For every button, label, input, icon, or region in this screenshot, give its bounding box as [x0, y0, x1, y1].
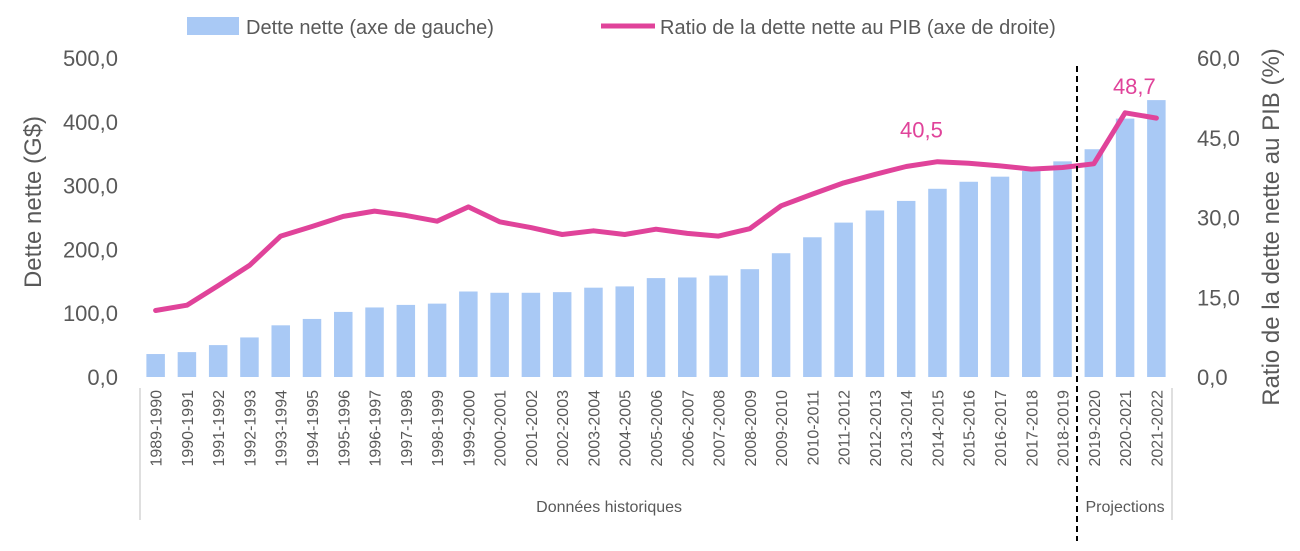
- y-left-tick-label: 200,0: [63, 237, 118, 262]
- x-tick-label: 1993-1994: [274, 390, 291, 467]
- x-tick-label: 2010-2011: [805, 390, 822, 465]
- bar: [396, 304, 416, 377]
- x-tick-label: 1996-1997: [368, 390, 385, 467]
- x-tick-label: 2019-2020: [1087, 390, 1104, 467]
- x-tick-label: 2018-2019: [1056, 390, 1073, 467]
- bar: [1115, 118, 1135, 378]
- x-tick-label: 2011-2012: [837, 390, 854, 465]
- y-right-axis-title: Ratio de la dette nette au PIB (%): [1258, 48, 1285, 406]
- data-label: 48,7: [1113, 74, 1156, 99]
- bar: [1022, 170, 1041, 377]
- bar: [302, 318, 322, 377]
- bar: [865, 210, 885, 377]
- y-left-tick-label: 0,0: [87, 365, 118, 390]
- x-tick-label: 2002-2003: [555, 390, 572, 467]
- y-left-tick-label: 400,0: [63, 110, 118, 135]
- line-series: [153, 110, 1159, 313]
- y-right-tick-label: 15,0: [1197, 285, 1240, 310]
- x-tick-label: 2001-2002: [524, 390, 541, 467]
- x-tick-label: 2005-2006: [649, 390, 666, 467]
- x-tick-label: 2013-2014: [899, 390, 916, 467]
- bar: [521, 292, 541, 377]
- bar: [146, 354, 165, 377]
- x-tick-label: 1990-1991: [180, 390, 197, 467]
- legend: Dette nette (axe de gauche) Ratio de la …: [187, 17, 1056, 39]
- x-tick-label: 2016-2017: [993, 390, 1010, 467]
- data-label: 40,5: [900, 118, 943, 143]
- group-label: Données historiques: [536, 499, 682, 516]
- bar: [803, 237, 822, 377]
- bar: [334, 311, 353, 377]
- bar: [208, 345, 228, 377]
- bar: [959, 181, 978, 377]
- y-left-axis-title: Dette nette (G$): [20, 116, 47, 288]
- y-right-tick-label: 30,0: [1197, 206, 1240, 231]
- y-right-tick-label: 45,0: [1197, 126, 1240, 151]
- x-tick-label: 2003-2004: [586, 390, 603, 467]
- x-tick-label: 2007-2008: [712, 390, 729, 467]
- x-tick-label: 2009-2010: [774, 390, 791, 467]
- bar: [990, 176, 1010, 377]
- x-tick-label: 1998-1999: [430, 390, 447, 467]
- bar: [928, 188, 947, 377]
- y-left-tick-labels: 0,0 100,0 200,0 300,0 400,0 500,0: [63, 46, 118, 390]
- y-right-tick-label: 0,0: [1197, 365, 1228, 390]
- x-tick-label: 2012-2013: [868, 390, 885, 467]
- bar: [177, 352, 197, 377]
- bar: [365, 307, 384, 377]
- x-tick-label: 2006-2007: [680, 390, 697, 467]
- bar: [646, 278, 666, 377]
- x-tick-label: 1999-2000: [461, 390, 478, 467]
- x-tick-labels: 1989-1990 1990-1991 1991-1992 1992-1993 1993…: [149, 390, 1167, 467]
- y-left-tick-label: 100,0: [63, 301, 118, 326]
- bar: [678, 277, 697, 377]
- x-tick-label: 2017-2018: [1024, 390, 1041, 467]
- group-label: Projections: [1086, 499, 1165, 516]
- legend-bar-swatch: [187, 17, 239, 35]
- x-tick-label: 2014-2015: [930, 390, 947, 467]
- y-left-tick-label: 500,0: [63, 46, 118, 71]
- bar: [427, 303, 447, 377]
- bar: [552, 292, 572, 377]
- bar: [709, 275, 728, 377]
- bar: [240, 337, 259, 377]
- bar: [740, 269, 760, 377]
- x-tick-label: 1992-1993: [242, 390, 259, 467]
- annotations: 40,5 48,7: [900, 74, 1156, 143]
- bar: [771, 253, 791, 377]
- x-tick-label: 1995-1996: [336, 390, 353, 467]
- bar: [1084, 149, 1104, 377]
- legend-line-label: Ratio de la dette nette au PIB (axe de d…: [660, 17, 1056, 39]
- y-right-tick-labels: 0,0 15,0 30,0 45,0 60,0: [1197, 46, 1240, 390]
- bar: [459, 291, 478, 377]
- bar: [896, 200, 916, 377]
- bar: [615, 286, 634, 377]
- x-tick-label: 2020-2021: [1118, 390, 1135, 467]
- x-tick-label: 2004-2005: [618, 390, 635, 467]
- y-left-tick-label: 300,0: [63, 174, 118, 199]
- x-tick-label: 2021-2022: [1149, 390, 1166, 467]
- x-tick-label: 1997-1998: [399, 390, 416, 467]
- legend-bar-label: Dette nette (axe de gauche): [246, 17, 494, 39]
- x-tick-label: 1989-1990: [149, 390, 166, 467]
- x-tick-label: 1994-1995: [305, 390, 322, 467]
- bar: [1147, 100, 1166, 377]
- bar: [271, 325, 290, 377]
- bar: [584, 287, 603, 377]
- bar-series: [146, 100, 1166, 378]
- bar: [1053, 161, 1072, 377]
- x-tick-label: 2008-2009: [743, 390, 760, 467]
- x-tick-label: 1991-1992: [211, 390, 228, 467]
- y-right-tick-label: 60,0: [1197, 46, 1240, 71]
- category-groups: Données historiques Projections: [139, 388, 1173, 520]
- x-tick-label: 2015-2016: [962, 390, 979, 467]
- bar: [834, 222, 853, 377]
- x-tick-label: 2000-2001: [493, 390, 510, 467]
- bar: [490, 292, 509, 377]
